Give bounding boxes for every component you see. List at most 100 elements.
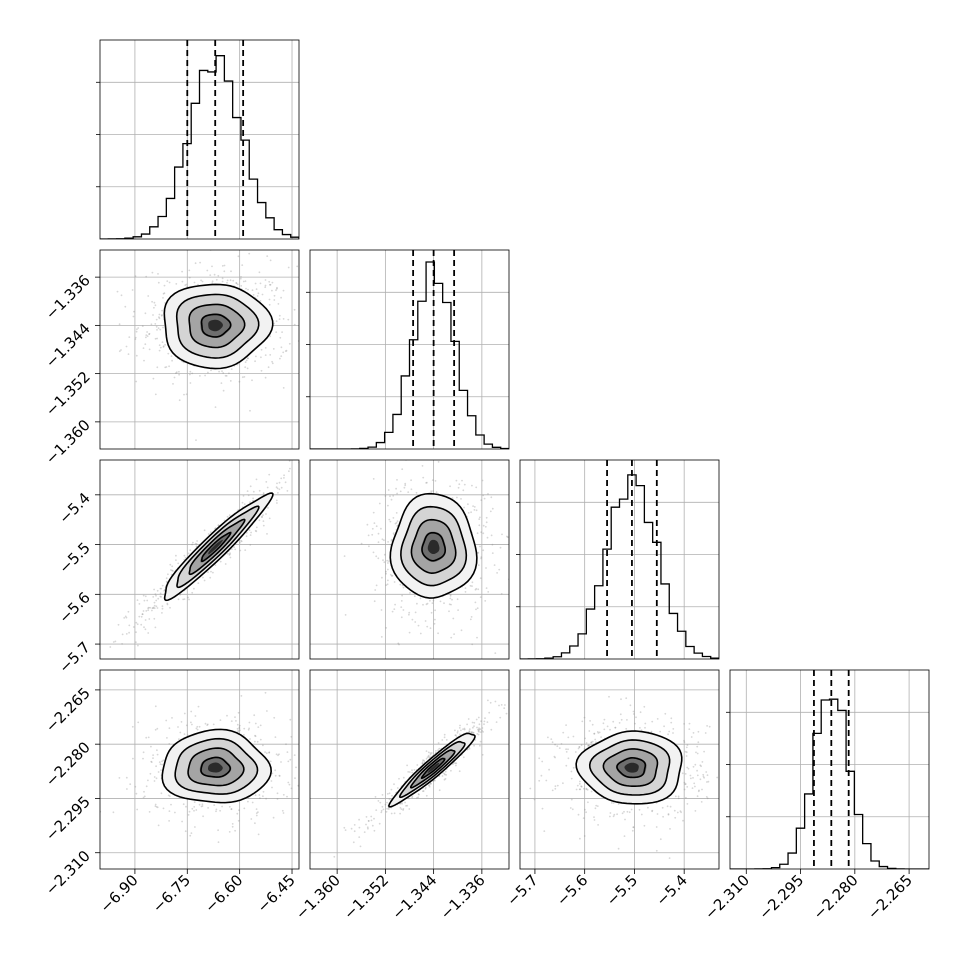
contour-line-3 (420, 757, 446, 780)
xtick-label: −1.352 (340, 871, 392, 923)
scatter-point (166, 602, 169, 605)
scatter-point (387, 489, 390, 491)
scatter-point (118, 323, 121, 326)
scatter-point (285, 349, 288, 352)
scatter-point (168, 365, 171, 368)
scatter-point (147, 736, 150, 739)
scatter-point (143, 599, 146, 602)
scatter-point (585, 788, 588, 791)
scatter-point (154, 337, 157, 340)
scatter-point (277, 492, 279, 494)
scatter-point (143, 795, 146, 798)
scatter-point (429, 627, 432, 630)
scatter-point (427, 754, 430, 757)
scatter-point (194, 715, 197, 717)
contour-line-3 (616, 757, 647, 779)
scatter-point (469, 618, 472, 621)
scatter-point (283, 474, 285, 477)
scatter-point (577, 813, 580, 816)
contour-line-0 (575, 730, 683, 805)
scatter-point (677, 797, 680, 800)
scatter-point (161, 605, 164, 608)
scatter-point (258, 794, 261, 796)
scatter-point (143, 626, 145, 629)
scatter-point (469, 584, 472, 587)
scatter-point (230, 808, 233, 811)
scatter-point (392, 532, 395, 535)
scatter-point (255, 478, 258, 481)
scatter-point (217, 524, 220, 527)
scatter-point (387, 504, 389, 507)
scatter-point (255, 808, 258, 810)
scatter-point (276, 502, 278, 504)
scatter-point (153, 604, 156, 607)
scatter-point (687, 767, 690, 770)
scatter-point (398, 643, 400, 646)
scatter-point (577, 747, 580, 750)
scatter-point (352, 711, 354, 713)
scatter-point (408, 771, 411, 773)
scatter-point (245, 287, 247, 290)
scatter-point (268, 473, 271, 476)
scatter-point (282, 289, 285, 292)
scatter-point (151, 300, 154, 303)
scatter-point (639, 711, 642, 714)
contour-line-0 (163, 283, 274, 370)
scatter-point (280, 477, 283, 480)
scatter-point (594, 807, 597, 810)
density-level-4 (208, 539, 223, 555)
scatter-point (696, 774, 699, 777)
scatter-point (368, 545, 370, 548)
scatter-point (264, 376, 267, 379)
scatter-point (456, 598, 459, 601)
scatter-point (275, 289, 277, 292)
scatter-point (426, 625, 429, 628)
scatter-point (656, 813, 659, 815)
scatter-point (402, 809, 404, 811)
scatter-point (360, 542, 363, 545)
scatter-point (569, 807, 572, 809)
scatter-point (430, 611, 433, 614)
scatter-point (350, 827, 353, 830)
scatter-point (174, 811, 176, 814)
scatter-point (221, 370, 223, 373)
scatter-point (191, 591, 194, 594)
scatter-point (270, 780, 273, 782)
scatter-point (193, 281, 196, 284)
scatter-point (215, 278, 218, 281)
scatter-point (278, 318, 281, 320)
scatter-point (424, 788, 427, 790)
scatter-point (262, 514, 264, 516)
scatter-point (402, 776, 405, 779)
scatter-point (616, 813, 618, 816)
scatter-point (237, 819, 240, 822)
scatter-point (149, 772, 152, 775)
scatter-point (425, 482, 427, 484)
scatter-point (254, 722, 257, 725)
scatter-point (415, 491, 418, 494)
scatter-point (550, 738, 553, 740)
scatter-point (684, 783, 687, 786)
scatter-point (264, 284, 267, 287)
scatter-point (147, 609, 150, 612)
scatter-point (264, 691, 267, 694)
scatter-point (154, 728, 157, 731)
scatter-point (399, 490, 402, 493)
scatter-point (486, 721, 489, 723)
scatter-point (226, 714, 228, 717)
scatter-point (387, 579, 389, 582)
scatter-point (125, 633, 128, 635)
scatter-point (423, 759, 425, 762)
scatter-point (701, 761, 704, 763)
scatter-point (92, 683, 94, 685)
scatter-point (175, 371, 178, 374)
scatter-point (271, 772, 274, 775)
scatter-point (651, 810, 653, 813)
scatter-point (125, 776, 128, 779)
scatter-point (188, 276, 191, 279)
scatter-frame-2-3 (519, 669, 720, 870)
scatter-point (593, 732, 596, 735)
scatter-point (246, 490, 249, 492)
contour-line-1 (174, 737, 259, 795)
scatter-point (93, 755, 95, 757)
